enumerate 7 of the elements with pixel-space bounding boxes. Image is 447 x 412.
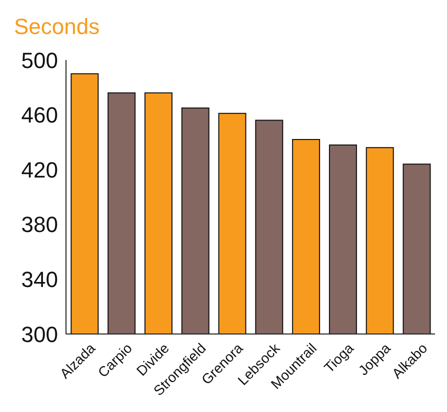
y-tick-label: 500	[21, 48, 58, 73]
y-axis-title: Seconds	[14, 14, 100, 40]
y-tick-label: 340	[21, 267, 58, 292]
y-tick-label: 300	[21, 322, 58, 347]
y-tick-label: 460	[21, 102, 58, 128]
y-tick-label: 420	[21, 157, 58, 182]
y-tick-label: 380	[21, 212, 58, 238]
